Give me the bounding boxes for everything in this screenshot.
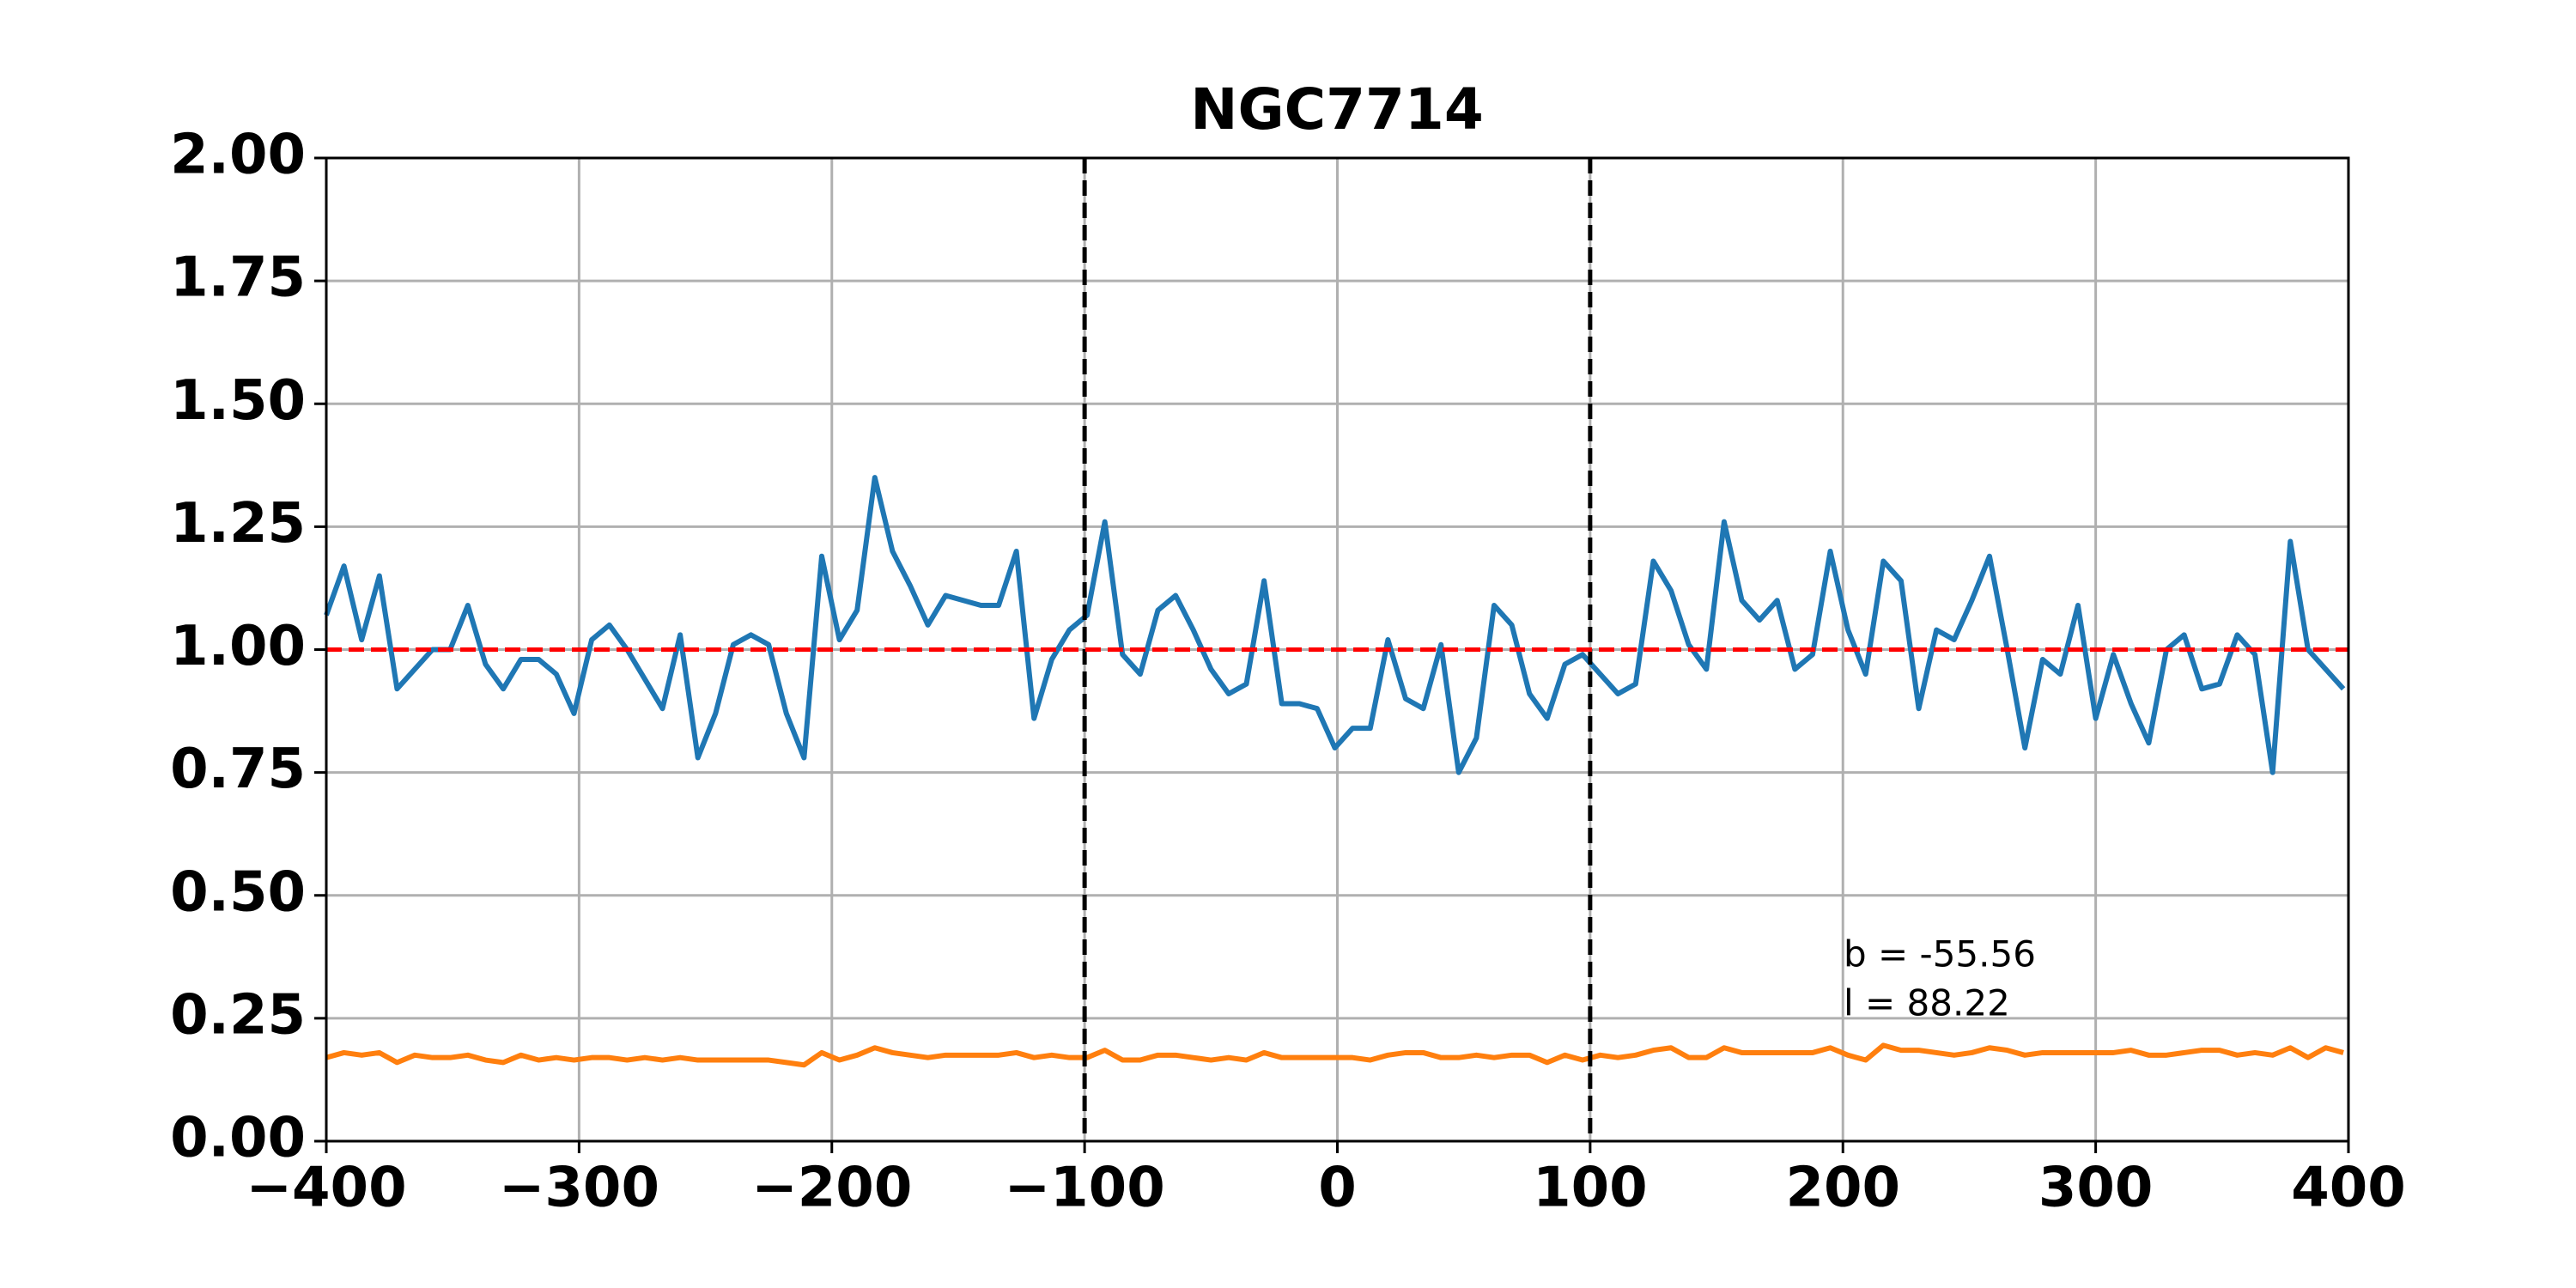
x-tick-label: 100: [1533, 1157, 1648, 1220]
y-tick-label: 1.25: [170, 492, 306, 556]
annotation: l = 88.22: [1844, 982, 2010, 1024]
y-tick-label: 0.75: [170, 738, 306, 801]
y-tick-label: 1.50: [170, 369, 306, 433]
chart-title: NGC7714: [1190, 76, 1484, 143]
y-tick-label: 1.00: [170, 615, 306, 678]
plot-frame: [325, 156, 2350, 1143]
x-tick-label: −200: [751, 1157, 912, 1220]
x-tick-label: −400: [246, 1157, 406, 1220]
x-tick-label: −100: [1005, 1157, 1165, 1220]
y-tick-label: 0.25: [170, 983, 306, 1047]
y-tick-label: 0.00: [170, 1107, 306, 1170]
annotation: b = -55.56: [1844, 933, 2036, 975]
data-line: [324, 475, 2346, 775]
y-tick-label: 0.50: [170, 860, 306, 924]
x-tick-label: −300: [499, 1157, 659, 1220]
data-line: [325, 1042, 2344, 1068]
y-tick-label: 2.00: [170, 124, 306, 187]
y-tick-label: 1.75: [170, 246, 306, 310]
x-tick-label: 200: [1785, 1157, 1900, 1220]
x-tick-label: 400: [2291, 1157, 2406, 1220]
x-tick-label: 300: [2038, 1157, 2154, 1220]
x-tick-label: 0: [1318, 1157, 1357, 1220]
